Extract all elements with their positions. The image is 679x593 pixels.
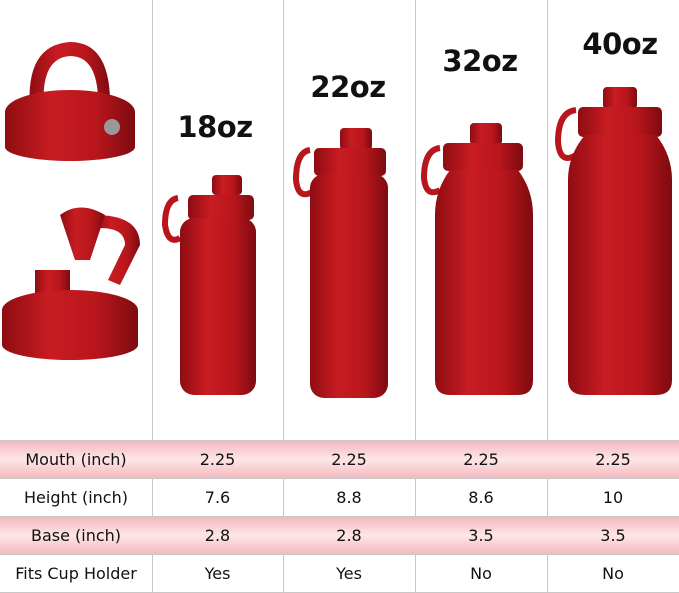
bottle-40oz	[554, 87, 672, 395]
product-illustration	[2, 42, 672, 398]
table-row: Base (inch) 2.8 2.8 3.5 3.5	[0, 517, 679, 555]
table-row: Height (inch) 7.6 8.8 8.6 10	[0, 479, 679, 517]
bottle-32oz	[420, 123, 533, 395]
row-label: Mouth (inch)	[25, 450, 127, 469]
table-cell: 3.5	[600, 526, 626, 545]
table-cell: 2.25	[595, 450, 631, 469]
table-cell: 2.25	[463, 450, 499, 469]
divider	[415, 0, 416, 592]
table-cell: 7.6	[204, 488, 231, 507]
size-label: 32oz	[442, 44, 518, 78]
row-label: Base (inch)	[30, 526, 122, 545]
table-cell: 8.8	[336, 488, 362, 507]
bottle-18oz	[161, 175, 256, 395]
table-cell: No	[602, 564, 624, 583]
table-cell: 3.5	[468, 526, 494, 545]
divider	[547, 0, 548, 592]
table-cell: Yes	[204, 564, 231, 583]
spout-lid	[2, 207, 140, 360]
table-cell: 10	[602, 488, 624, 507]
table-row: Fits Cup Holder Yes Yes No No	[0, 555, 679, 593]
table-cell: 2.8	[336, 526, 362, 545]
bottle-22oz	[292, 128, 388, 398]
spec-table: Mouth (inch) 2.25 2.25 2.25 2.25 Height …	[0, 440, 679, 593]
divider	[283, 0, 284, 592]
size-label: 18oz	[177, 110, 253, 144]
divider	[152, 0, 153, 592]
table-row: Mouth (inch) 2.25 2.25 2.25 2.25	[0, 441, 679, 479]
size-label: 40oz	[582, 27, 658, 61]
table-cell: 8.6	[468, 488, 494, 507]
table-cell: No	[470, 564, 492, 583]
table-cell: 2.25	[331, 450, 367, 469]
row-label: Height (inch)	[24, 488, 128, 507]
table-cell: 2.25	[199, 450, 236, 469]
loop-lid	[5, 42, 135, 161]
table-cell: 2.8	[204, 526, 231, 545]
table-cell: Yes	[336, 564, 362, 583]
row-label: Fits Cup Holder	[15, 564, 137, 583]
size-label: 22oz	[310, 70, 386, 104]
